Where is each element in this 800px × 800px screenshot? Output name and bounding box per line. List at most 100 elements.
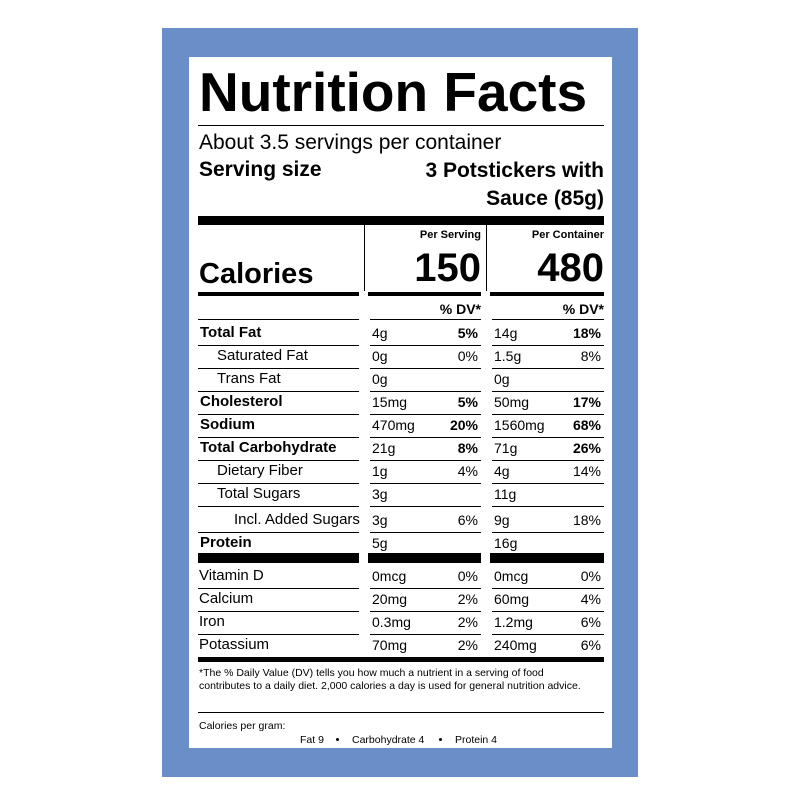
amount: 3g [372, 511, 388, 528]
amount: 21g [372, 439, 396, 456]
nutrient-name: Protein [200, 534, 252, 551]
servings-per-container: About 3.5 servings per container [199, 131, 502, 155]
nutrient-name: Total Fat [200, 324, 262, 341]
daily-value: 2% [457, 613, 478, 630]
daily-value: 5% [457, 324, 478, 341]
footnote: *The % Daily Value (DV) tells you how mu… [199, 667, 581, 692]
calories-per-gram-item: Fat 9 [300, 733, 324, 746]
rule [492, 460, 604, 461]
amount: 1560mg [494, 416, 545, 433]
amount: 0mcg [372, 567, 407, 584]
calories-value: 150 [414, 246, 481, 290]
rule [492, 437, 604, 438]
rule [492, 588, 604, 589]
amount: 1.5g [494, 347, 522, 364]
rule [492, 319, 604, 320]
rule [492, 506, 604, 507]
rule [370, 506, 481, 507]
daily-value: 0% [580, 567, 601, 584]
bullet-separator [439, 738, 442, 741]
nutrient-name: Total Carbohydrate [200, 439, 337, 456]
daily-value: 2% [457, 636, 478, 653]
rule [368, 292, 481, 296]
daily-value: 5% [457, 393, 478, 410]
daily-value: 14% [572, 462, 601, 479]
amount: 71g [494, 439, 518, 456]
daily-value: 68% [572, 416, 601, 433]
calories-label: Calories [199, 257, 314, 290]
amount: 0g [372, 370, 388, 387]
daily-value: 0% [457, 347, 478, 364]
rule [368, 553, 481, 563]
label-panel [189, 57, 612, 748]
rule [370, 611, 481, 612]
amount: 70mg [372, 636, 408, 653]
nutrient-name: Sodium [200, 416, 255, 433]
daily-value: 18% [572, 511, 601, 528]
rule [492, 532, 604, 533]
rule [198, 319, 359, 320]
rule [198, 532, 359, 533]
amount: 16g [494, 534, 518, 551]
rule [492, 345, 604, 346]
rule [492, 391, 604, 392]
rule [198, 657, 604, 662]
amount: 1g [372, 462, 388, 479]
amount: 0g [494, 370, 510, 387]
amount: 20mg [372, 590, 408, 607]
rule [490, 292, 604, 296]
rule [198, 588, 359, 589]
daily-value: 2% [457, 590, 478, 607]
amount: 470mg [372, 416, 415, 433]
calories-per-gram-label: Calories per gram: [199, 719, 286, 732]
rule [370, 319, 481, 320]
nutrient-name: Trans Fat [217, 370, 281, 387]
rule [198, 368, 359, 369]
amount: 0g [372, 347, 388, 364]
nutrient-name: Potassium [199, 636, 270, 653]
bullet-separator [336, 738, 339, 741]
rule [490, 553, 604, 563]
rule [198, 553, 359, 563]
daily-value: 4% [580, 590, 601, 607]
rule [198, 391, 359, 392]
nutrient-name: Dietary Fiber [217, 462, 303, 479]
rule [492, 611, 604, 612]
amount: 0.3mg [372, 613, 411, 630]
column-divider [486, 225, 487, 291]
nutrient-name: Calcium [199, 590, 254, 607]
serving-size-value: 3 Potstickers with Sauce (85g) [425, 159, 604, 210]
daily-value: 17% [572, 393, 601, 410]
rule [370, 345, 481, 346]
daily-value: 6% [580, 613, 601, 630]
daily-value: 4% [457, 462, 478, 479]
daily-value: 20% [449, 416, 478, 433]
rule [198, 460, 359, 461]
rule [198, 506, 359, 507]
rule [198, 437, 359, 438]
nutrient-name: Vitamin D [199, 567, 264, 584]
daily-value: 6% [580, 636, 601, 653]
calories-per-gram-item: Carbohydrate 4 [352, 733, 425, 746]
rule [370, 391, 481, 392]
dv-header: % DV* [562, 300, 604, 317]
daily-value: 26% [572, 439, 601, 456]
rule [370, 437, 481, 438]
rule [198, 483, 359, 484]
daily-value: 8% [580, 347, 601, 364]
rule [198, 125, 604, 126]
calories-value: 480 [537, 246, 604, 290]
calories-per-gram-item: Protein 4 [455, 733, 498, 746]
amount: 4g [372, 324, 388, 341]
column-divider [364, 225, 365, 291]
rule [492, 414, 604, 415]
rule [198, 414, 359, 415]
rule [198, 634, 359, 635]
rule [198, 345, 359, 346]
dv-header: % DV* [439, 300, 481, 317]
rule [492, 634, 604, 635]
rule [198, 611, 359, 612]
amount: 11g [494, 485, 517, 502]
serving-size-label: Serving size [199, 158, 322, 182]
